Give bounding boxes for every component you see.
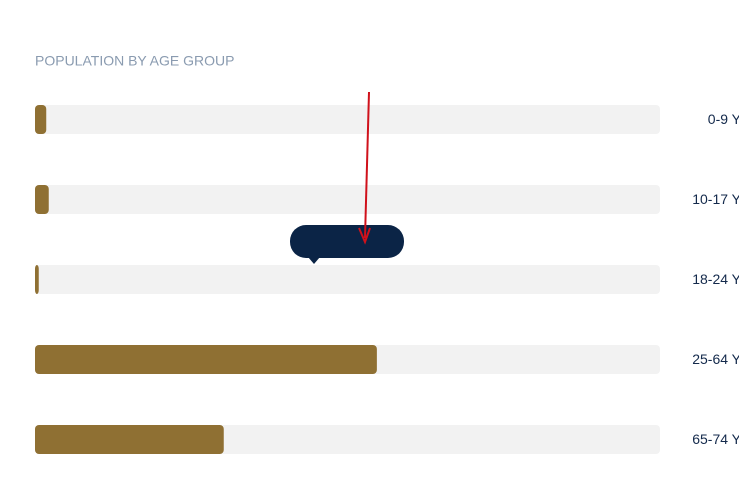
category-label: 0-9 Y	[708, 111, 739, 127]
arrow-head	[358, 227, 371, 245]
tooltip-box	[290, 225, 404, 258]
bar	[35, 185, 49, 214]
bar	[35, 265, 39, 294]
arrow-shaft	[364, 91, 370, 239]
tooltip	[290, 225, 404, 264]
bar-track	[35, 265, 660, 294]
tooltip-pointer	[308, 257, 320, 264]
bar	[35, 105, 47, 134]
bar-track	[35, 185, 660, 214]
annotation-arrow	[358, 91, 371, 245]
chart-title: POPULATION BY AGE GROUP	[35, 53, 234, 69]
bar-track	[35, 105, 660, 134]
category-label: 10-17 Y	[692, 191, 739, 207]
bar	[35, 425, 224, 454]
bar	[35, 345, 377, 374]
category-label: 65-74 Y	[692, 431, 739, 447]
category-label: 18-24 Y	[692, 271, 739, 287]
category-label: 25-64 Y	[692, 351, 739, 367]
rows: 0-9 Y 10-17 Y 18-24 Y 25-64 Y 65-74 Y	[35, 105, 739, 454]
